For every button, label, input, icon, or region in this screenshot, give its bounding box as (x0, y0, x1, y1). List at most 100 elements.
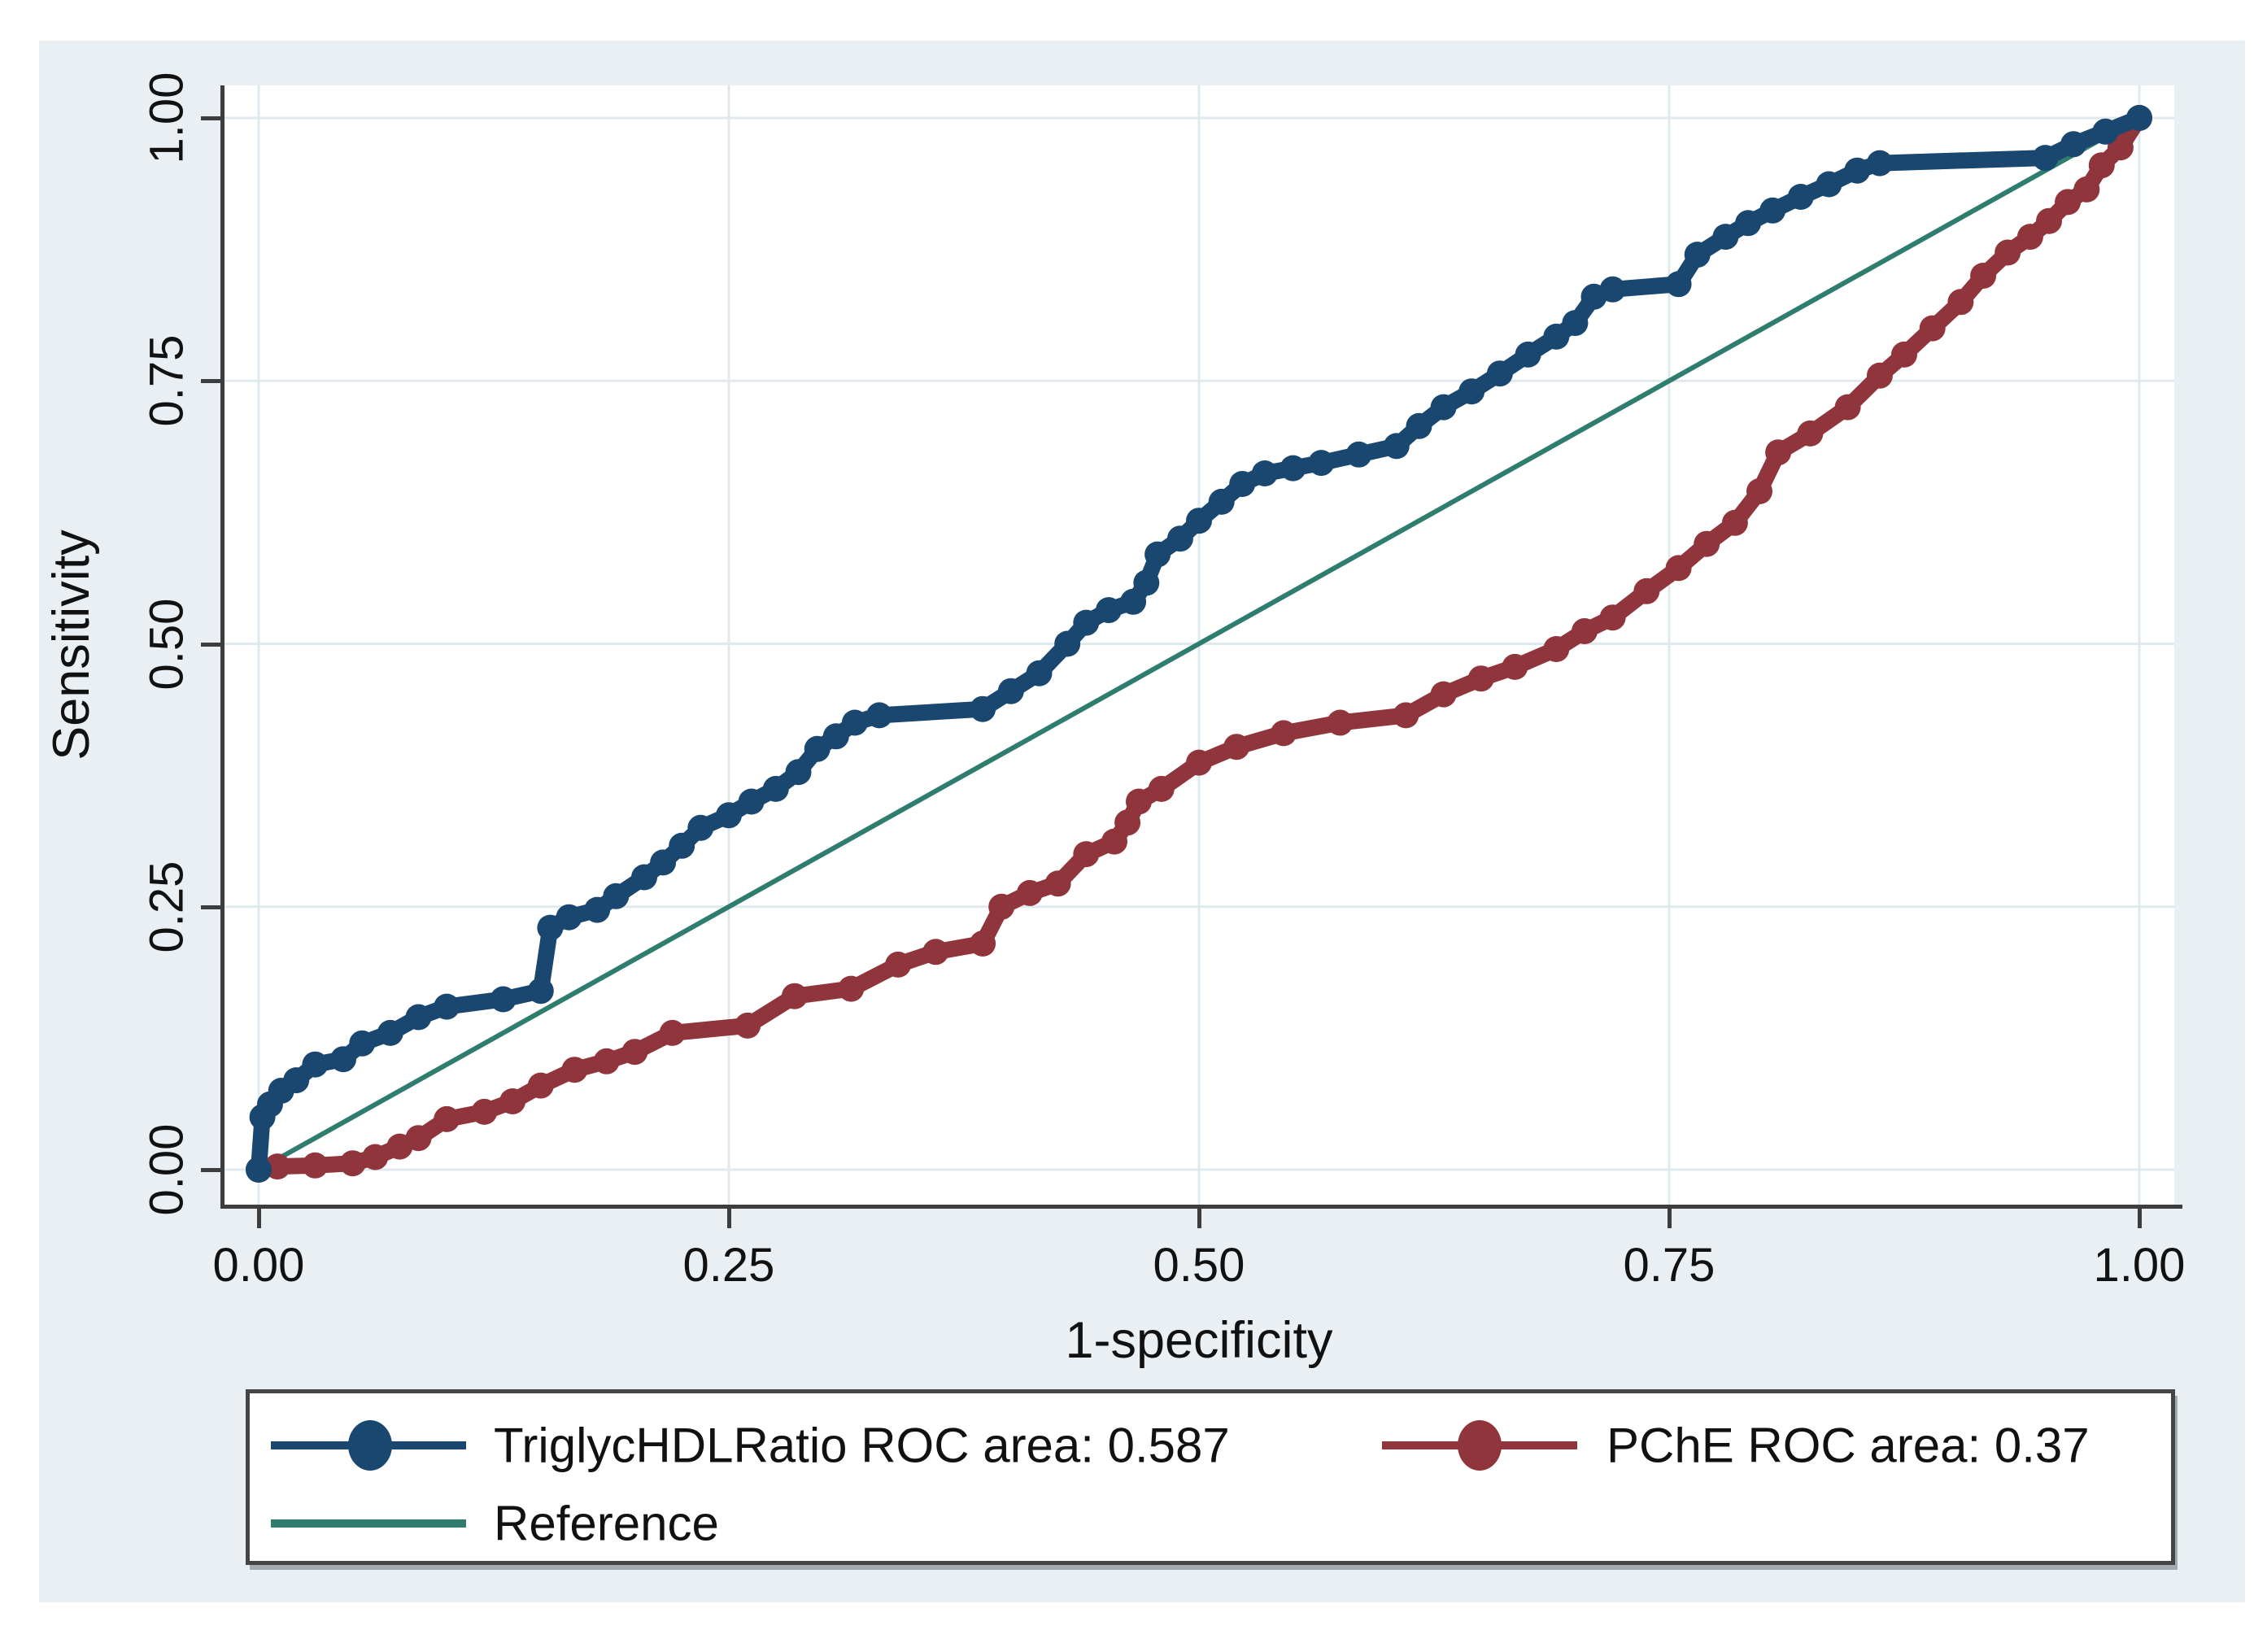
y-tick-mark (201, 379, 220, 384)
y-tick-mark (201, 642, 220, 647)
series-marker (2016, 224, 2043, 251)
series-marker (1251, 460, 1278, 486)
series-marker (866, 702, 892, 729)
series-marker (1383, 433, 1410, 460)
series-marker (1721, 509, 1748, 536)
series-marker (1947, 289, 1974, 316)
series-marker (1919, 315, 1946, 342)
series-marker (1280, 455, 1306, 482)
x-tick-label: 0.75 (1623, 1239, 1716, 1292)
series-marker (2036, 207, 2062, 234)
series-marker (922, 939, 949, 965)
series-marker (527, 1072, 554, 1099)
roc-plot-svg (224, 85, 2174, 1205)
series-marker (1430, 394, 1457, 421)
series-marker (1133, 569, 1160, 596)
series-marker (970, 695, 996, 722)
series-marker (650, 849, 677, 876)
series-marker (2073, 176, 2100, 203)
legend-label-triglychdlratio: TriglycHDLRatio ROC area: 0.587 (494, 1418, 1230, 1473)
series-marker (1665, 271, 1692, 298)
x-tick-mark (2138, 1209, 2142, 1228)
series-marker (561, 1057, 588, 1083)
y-axis-line (220, 85, 225, 1209)
series-marker (738, 788, 765, 815)
series-marker (1345, 441, 1372, 468)
series-marker (1995, 239, 2021, 266)
series-marker (1543, 323, 1570, 350)
series-marker (669, 832, 695, 859)
legend-marker-triglychdlratio (348, 1420, 392, 1471)
y-axis-title: Sensitivity (43, 530, 100, 761)
series-marker (556, 904, 582, 931)
series-marker (1797, 420, 1824, 447)
legend-label-pche: PChE ROC area: 0.37 (1607, 1418, 2090, 1473)
x-tick-label: 0.25 (682, 1239, 775, 1292)
series-marker (2092, 118, 2119, 145)
series-marker (1144, 541, 1171, 568)
series-marker (1126, 788, 1152, 815)
series-marker (1834, 394, 1861, 421)
series-marker (490, 986, 517, 1013)
x-tick-label: 0.00 (212, 1239, 305, 1292)
x-tick-label: 1.00 (2093, 1239, 2186, 1292)
series-marker (1166, 525, 1193, 552)
series-marker (1120, 588, 1147, 615)
series-marker (885, 951, 912, 978)
series-marker (1844, 157, 1871, 184)
series-marker (1816, 171, 1842, 198)
series-marker (785, 759, 812, 786)
x-tick-label: 0.50 (1153, 1239, 1245, 1292)
series-marker (1393, 702, 1419, 729)
y-tick-mark (201, 904, 220, 909)
series-marker (302, 1051, 329, 1078)
series-marker (434, 1105, 460, 1132)
series-marker (593, 1048, 620, 1074)
series-marker (1599, 276, 1626, 303)
series-marker (1866, 150, 1893, 177)
series-marker (1543, 636, 1570, 662)
series-marker (1016, 879, 1043, 906)
series-marker (1572, 618, 1598, 644)
series-marker (1694, 530, 1720, 557)
series-marker (1406, 412, 1432, 439)
series-marker (1026, 660, 1053, 687)
series-marker (2126, 105, 2152, 131)
series-marker (1101, 828, 1127, 855)
series-marker (302, 1152, 329, 1179)
series-marker (349, 1030, 376, 1057)
series-marker (1327, 709, 1354, 736)
series-marker (1665, 555, 1692, 582)
series-marker (330, 1046, 356, 1073)
x-axis-title: 1-specificity (1065, 1312, 1333, 1369)
series-marker (1891, 341, 1917, 368)
series-marker (1148, 775, 1175, 802)
series-marker (603, 883, 630, 909)
series-marker (1970, 263, 1997, 289)
series-marker (762, 775, 789, 802)
series-marker (1073, 609, 1100, 636)
series-marker (631, 864, 657, 891)
x-tick-mark (727, 1209, 731, 1228)
series-marker (1735, 210, 1762, 237)
series-marker (970, 931, 996, 957)
series-marker (1759, 197, 1786, 224)
series-marker (621, 1039, 648, 1066)
series-marker (1599, 604, 1626, 631)
series-marker (584, 896, 611, 923)
x-tick-mark (1668, 1209, 1672, 1228)
series-marker (1712, 224, 1739, 251)
series-marker (499, 1088, 526, 1114)
series-marker (1746, 478, 1772, 504)
y-tick-mark (201, 1168, 220, 1172)
series-marker (838, 975, 865, 1002)
x-tick-mark (1197, 1209, 1201, 1228)
series-marker (1765, 439, 1792, 466)
series-marker (246, 1157, 272, 1183)
series-marker (1223, 734, 1250, 761)
series-marker (997, 678, 1024, 704)
series-marker (1073, 841, 1100, 868)
series-marker (716, 802, 742, 829)
series-marker (2088, 152, 2115, 179)
series-marker (405, 1004, 432, 1031)
